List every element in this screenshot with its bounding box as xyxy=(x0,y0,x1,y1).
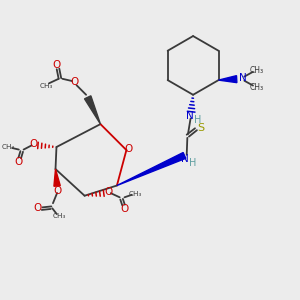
Text: S: S xyxy=(197,123,204,133)
Text: CH₃: CH₃ xyxy=(39,83,52,89)
Text: CH₃: CH₃ xyxy=(250,82,264,91)
Text: CH₃: CH₃ xyxy=(250,66,264,75)
Polygon shape xyxy=(85,96,101,124)
Polygon shape xyxy=(54,169,60,186)
Text: N: N xyxy=(186,110,194,121)
Text: O: O xyxy=(34,203,42,213)
Text: N: N xyxy=(181,154,189,164)
Text: CH₃: CH₃ xyxy=(129,191,142,197)
Text: O: O xyxy=(105,187,113,197)
Text: O: O xyxy=(52,60,61,70)
Text: N: N xyxy=(238,73,246,83)
Text: H: H xyxy=(189,158,196,168)
Text: O: O xyxy=(121,204,129,214)
Polygon shape xyxy=(117,152,186,185)
Text: O: O xyxy=(14,157,22,167)
Text: O: O xyxy=(54,186,62,196)
Polygon shape xyxy=(218,76,237,83)
Text: H: H xyxy=(194,115,201,125)
Text: O: O xyxy=(70,77,79,87)
Text: CH₃: CH₃ xyxy=(2,144,15,150)
Text: CH₃: CH₃ xyxy=(52,213,66,219)
Text: O: O xyxy=(29,139,38,149)
Text: O: O xyxy=(124,144,132,154)
